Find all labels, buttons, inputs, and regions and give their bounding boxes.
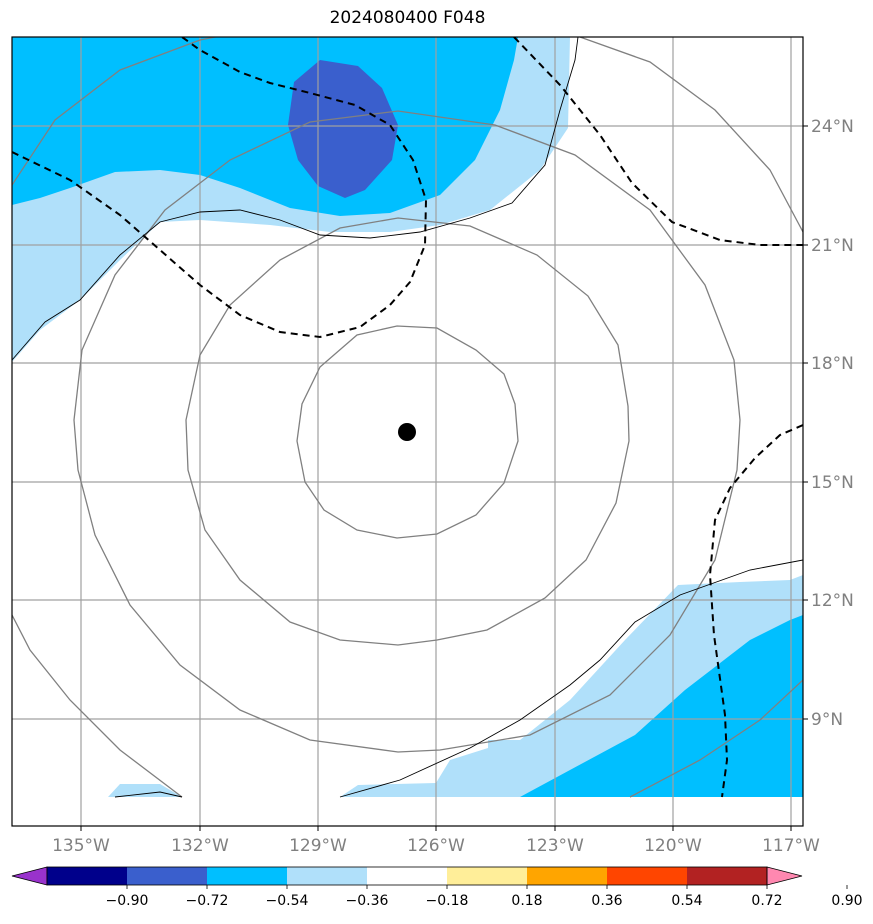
colorbar-tick-label: −0.54	[266, 893, 309, 909]
colorbar-tick-label: −0.72	[186, 893, 229, 909]
colorbar-cell	[287, 867, 368, 885]
colorbar-tick-label: 0.72	[751, 893, 782, 909]
lon-label: 117°W	[762, 836, 820, 856]
map-area	[12, 37, 803, 826]
colorbar-tick-label: 0.54	[671, 893, 702, 909]
lon-label: 123°W	[526, 836, 584, 856]
colorbar-cell	[47, 867, 128, 885]
lon-label: 132°W	[171, 836, 229, 856]
colorbar-cell	[527, 867, 608, 885]
map-title: 2024080400 F048	[329, 8, 486, 28]
colorbar-tick-label: 0.90	[831, 893, 862, 909]
range-rings	[12, 37, 803, 798]
map-frame	[11, 36, 804, 827]
lat-label: 12°N	[811, 591, 854, 611]
graticule	[12, 37, 803, 826]
contour-lines	[12, 37, 803, 798]
lat-label: 21°N	[811, 236, 854, 256]
dashed-contour-west	[12, 37, 428, 339]
colorbar: −0.90 −0.72 −0.54 −0.36 −0.18 0.18 0.36 0.54 0.7…	[11, 866, 863, 909]
lon-label: 126°W	[407, 836, 465, 856]
colorbar-cell	[607, 867, 688, 885]
lat-label: 15°N	[811, 473, 854, 493]
range-ring-2	[185, 217, 630, 646]
colorbar-extend-high	[766, 866, 803, 886]
longitude-labels: 135°W 132°W 129°W 126°W 123°W 120°W 117°…	[52, 836, 820, 856]
dashed-contour-north	[513, 37, 803, 246]
colorbar-extend-low	[11, 866, 48, 886]
colorbar-cell	[687, 867, 768, 885]
latitude-labels: 24°N 21°N 18°N 15°N 12°N 9°N	[811, 117, 854, 730]
colorbar-cell	[367, 867, 448, 885]
lat-label: 18°N	[811, 354, 854, 374]
colorbar-tick-label: −0.18	[426, 893, 469, 909]
colorbar-tick-label: −0.36	[346, 893, 389, 909]
dashed-contours	[12, 37, 803, 798]
colorbar-cell	[207, 867, 288, 885]
sky-blue-region-se	[520, 615, 803, 797]
range-ring-3	[73, 110, 741, 753]
range-ring-1	[296, 325, 519, 539]
light-blue-region-s2	[108, 784, 182, 797]
colorbar-tick-label: 0.36	[591, 893, 622, 909]
lon-label: 120°W	[644, 836, 702, 856]
axis-ticks	[80, 125, 808, 831]
lon-label: 135°W	[52, 836, 110, 856]
colorbar-tick-label: 0.18	[511, 893, 542, 909]
lon-label: 129°W	[289, 836, 347, 856]
lat-label: 24°N	[811, 117, 854, 137]
lat-label: 9°N	[811, 710, 843, 730]
colorbar-cell	[127, 867, 208, 885]
colorbar-cell	[447, 867, 528, 885]
colorbar-tick-label: −0.90	[106, 893, 149, 909]
light-blue-region-s1	[340, 748, 488, 797]
range-ring-4	[12, 37, 803, 798]
dashed-contour-east	[708, 424, 803, 798]
storm-center-dot	[398, 423, 416, 441]
